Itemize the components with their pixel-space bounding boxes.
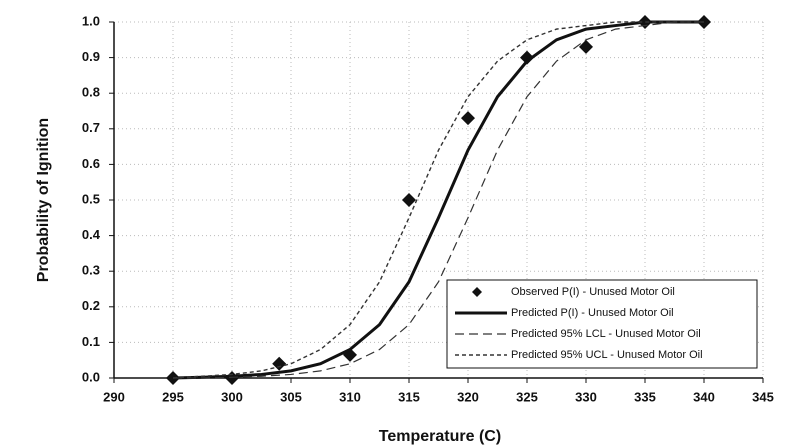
data-point xyxy=(461,111,475,126)
legend-label: Observed P(I) - Unused Motor Oil xyxy=(511,286,675,298)
x-tick-label: 295 xyxy=(162,389,184,404)
x-tick-label: 310 xyxy=(339,389,361,404)
y-tick-label: 0.8 xyxy=(82,85,100,100)
legend-marker xyxy=(472,287,482,297)
data-point xyxy=(272,356,287,371)
y-tick-label: 0.5 xyxy=(82,191,100,206)
line-series xyxy=(173,21,704,379)
legend-label: Predicted 95% LCL - Unused Motor Oil xyxy=(511,328,701,340)
y-tick-label: 0.2 xyxy=(82,298,100,313)
data-point xyxy=(225,371,239,385)
y-axis-title: Probability of Ignition xyxy=(35,118,52,282)
x-tick-label: 315 xyxy=(398,389,420,404)
x-tick-label: 320 xyxy=(457,389,479,404)
data-point xyxy=(520,50,534,65)
y-tick-label: 0.7 xyxy=(82,120,100,135)
legend: Observed P(I) - Unused Motor Oil Predicte… xyxy=(446,279,758,369)
data-point xyxy=(402,193,416,207)
line-series xyxy=(172,21,704,379)
x-tick-label: 300 xyxy=(221,389,243,404)
x-tick-label: 290 xyxy=(103,389,125,404)
x-tick-label: 305 xyxy=(280,389,302,404)
y-tick-label: 0.6 xyxy=(82,156,100,171)
x-axis-title: Temperature (C) xyxy=(379,428,501,445)
legend-label: Predicted P(I) - Unused Motor Oil xyxy=(511,307,674,319)
data-point xyxy=(579,39,593,54)
line-series xyxy=(172,20,704,380)
x-tick-label: 325 xyxy=(516,389,538,404)
y-tick-label: 1.0 xyxy=(82,13,100,28)
x-tick-label: 345 xyxy=(752,389,774,404)
x-tick-label: 335 xyxy=(634,389,656,404)
x-tick-label: 340 xyxy=(693,389,715,404)
legend-label: Predicted 95% UCL - Unused Motor Oil xyxy=(511,349,703,361)
y-tick-label: 0.1 xyxy=(82,334,100,349)
y-tick-label: 0.4 xyxy=(82,227,101,242)
y-tick-label: 0.0 xyxy=(82,369,100,384)
x-tick-label: 330 xyxy=(575,389,597,404)
legend-box xyxy=(446,279,758,369)
y-tick-label: 0.3 xyxy=(82,263,100,278)
y-tick-label: 0.9 xyxy=(82,49,100,64)
